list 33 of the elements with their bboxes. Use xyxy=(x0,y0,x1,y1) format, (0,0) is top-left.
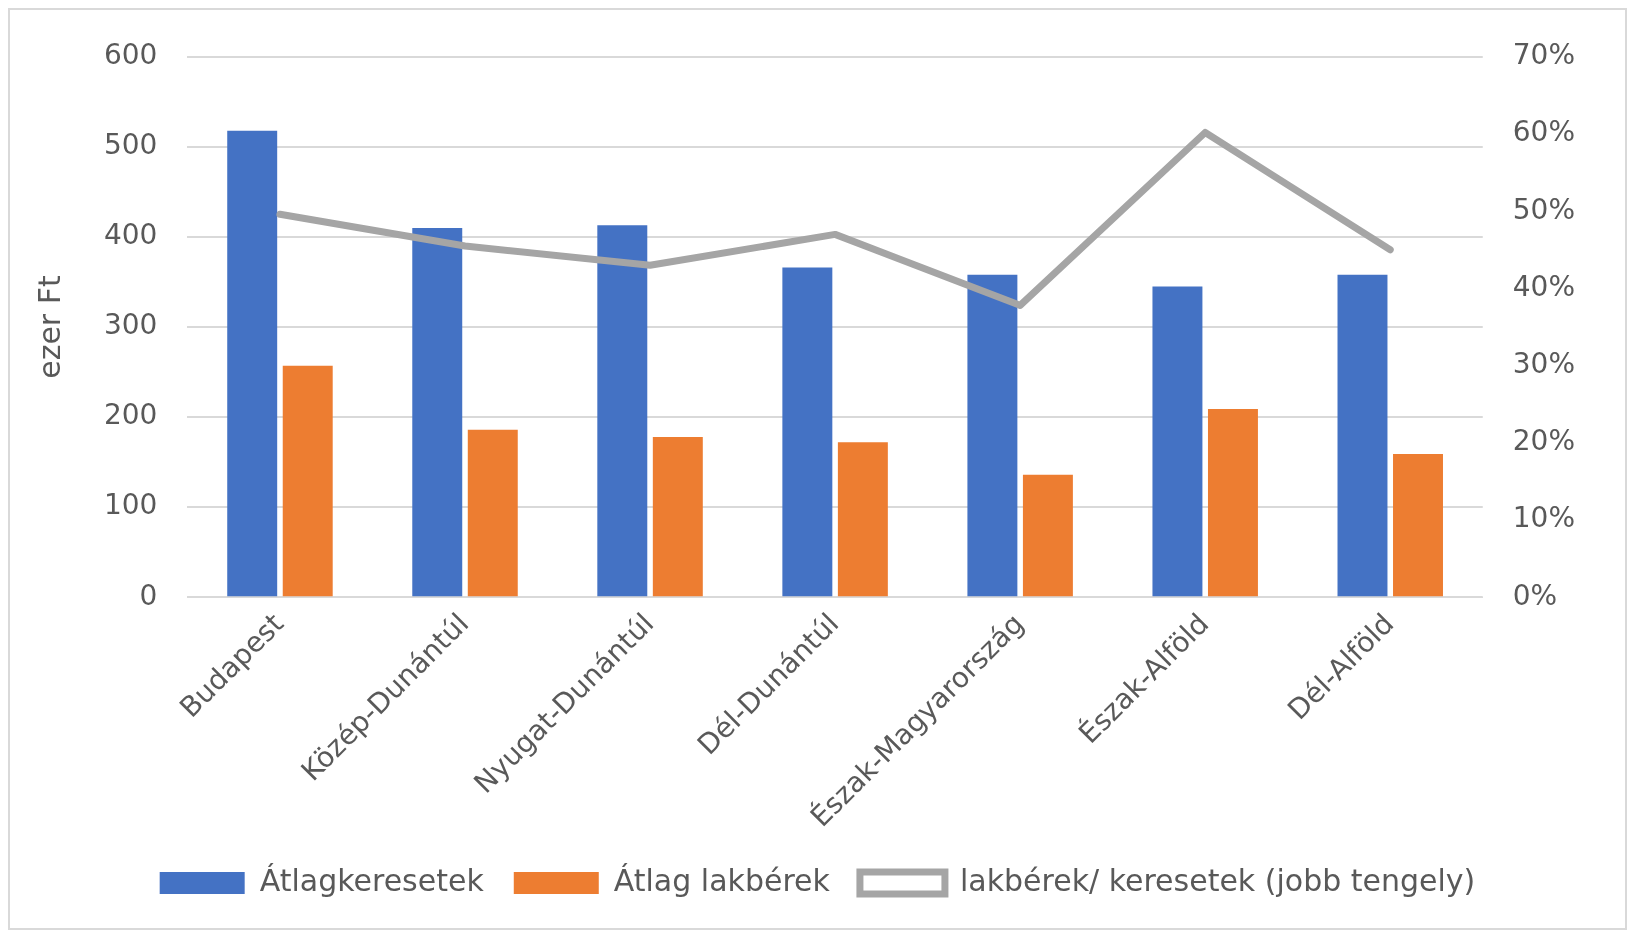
y-tick-label: 300 xyxy=(103,308,158,342)
bar xyxy=(1393,454,1443,597)
y2-tick-label: 10% xyxy=(1512,501,1575,535)
bar xyxy=(597,225,648,597)
y2-tick-label: 20% xyxy=(1512,424,1575,458)
y-tick-label: 400 xyxy=(103,218,158,252)
bar xyxy=(967,274,1018,597)
bar xyxy=(652,436,703,597)
bar xyxy=(1022,474,1073,597)
bar xyxy=(782,267,833,597)
bar xyxy=(1207,409,1258,597)
y2-tick-label: 40% xyxy=(1512,269,1575,303)
y2-tick-label: 60% xyxy=(1512,115,1575,149)
bar xyxy=(837,442,888,597)
y-axis-title: ezer Ft xyxy=(31,275,67,379)
y2-tick-label: 0% xyxy=(1512,578,1558,612)
legend-label: Átlagkeresetek xyxy=(259,862,485,898)
y-tick-label: 200 xyxy=(103,398,158,432)
bar xyxy=(467,429,518,597)
y-tick-label: 500 xyxy=(103,128,158,162)
bar xyxy=(412,227,463,597)
legend-label: Átlag lakbérek xyxy=(613,862,831,898)
y2-tick-label: 50% xyxy=(1512,192,1575,226)
legend-label: lakbérek/ keresetek (jobb tengely) xyxy=(959,862,1476,898)
y-tick-label: 0 xyxy=(139,578,158,612)
y-tick-label: 600 xyxy=(103,38,158,72)
y-tick-label: 100 xyxy=(103,488,158,522)
bar xyxy=(282,365,333,597)
y2-tick-label: 70% xyxy=(1512,38,1575,72)
bar xyxy=(227,130,278,597)
y2-tick-label: 30% xyxy=(1512,346,1575,380)
bar xyxy=(1152,286,1203,597)
bar xyxy=(1337,274,1388,597)
